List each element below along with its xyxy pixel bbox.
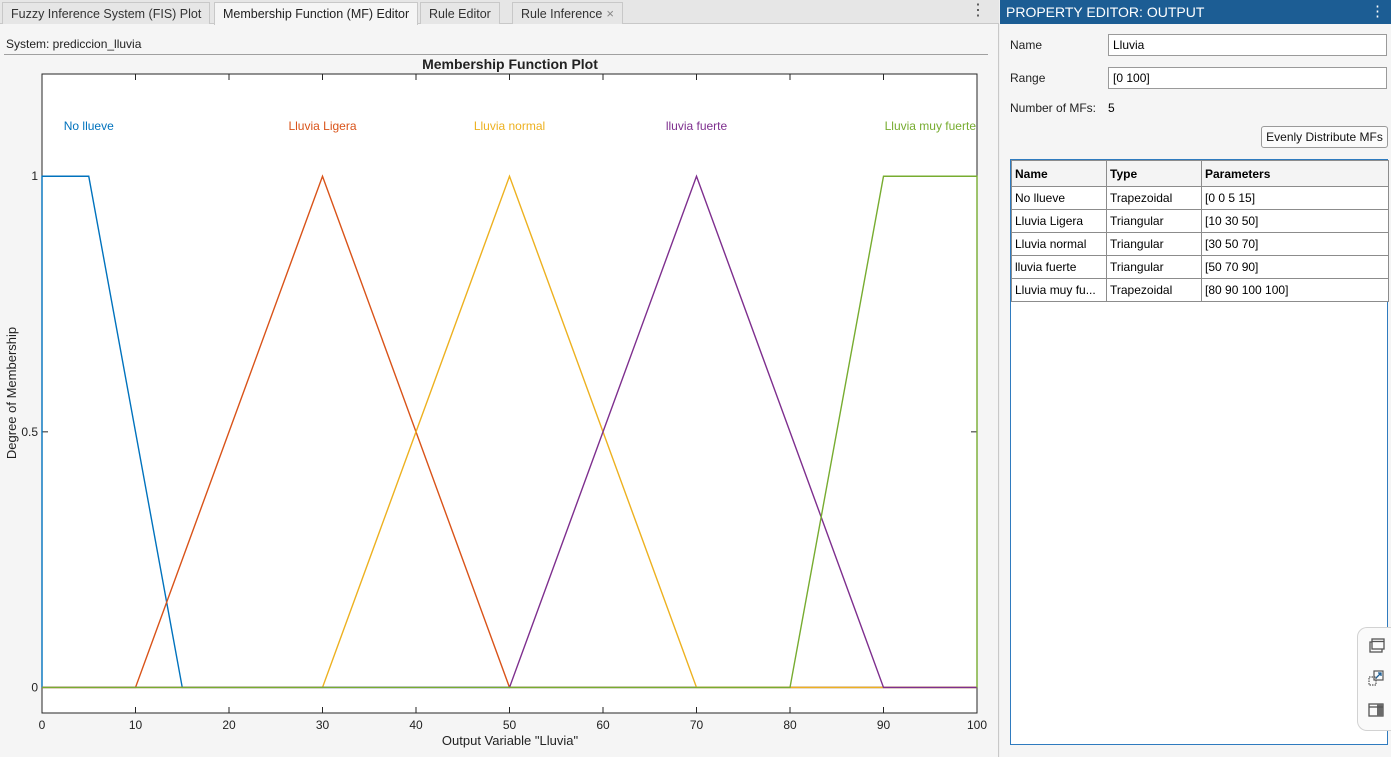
name-label: Name: [1010, 38, 1043, 52]
mf-label-4[interactable]: Lluvia muy fuerte: [885, 119, 977, 133]
cell-parameters[interactable]: [80 90 100 100]: [1201, 278, 1389, 302]
x-tick-label: 10: [129, 718, 143, 732]
evenly-distribute-mfs-button[interactable]: Evenly Distribute MFs: [1261, 126, 1388, 148]
property-editor-title: PROPERTY EDITOR: OUTPUT: [1006, 4, 1205, 20]
y-tick-label: 1: [31, 169, 38, 183]
y-axis-label: Degree of Membership: [4, 327, 19, 459]
y-tick-label: 0.5: [21, 425, 38, 439]
column-header-name[interactable]: Name: [1011, 160, 1107, 187]
cell-name[interactable]: lluvia fuerte: [1011, 255, 1107, 279]
mf-table[interactable]: Name Type Parameters No llueve Trapezoid…: [1010, 159, 1389, 745]
cell-type[interactable]: Trapezoidal: [1106, 278, 1202, 302]
table-row[interactable]: Lluvia Ligera Triangular [10 30 50]: [1011, 209, 1389, 233]
x-tick-label: 80: [783, 718, 797, 732]
cell-name[interactable]: Lluvia muy fu...: [1011, 278, 1107, 302]
cell-type[interactable]: Triangular: [1106, 232, 1202, 256]
range-label: Range: [1010, 71, 1046, 85]
cell-name[interactable]: No llueve: [1011, 186, 1107, 210]
tab-label: Fuzzy Inference System (FIS) Plot: [11, 7, 202, 21]
axes-box: [41, 73, 978, 714]
property-editor-header: PROPERTY EDITOR: OUTPUT ⋮: [1000, 0, 1391, 24]
series-labels: No llueve Lluvia Ligera Lluvia normal lluvi…: [64, 119, 977, 133]
mf-label-2[interactable]: Lluvia normal: [474, 119, 545, 133]
more-options-icon[interactable]: ⋮: [970, 2, 986, 19]
close-tab-icon[interactable]: ×: [606, 6, 614, 21]
x-tick-label: 100: [967, 718, 987, 732]
name-field[interactable]: [1108, 34, 1387, 56]
plot-canvas[interactable]: Membership Function Plot 0 10 20 30 40 50 60 70…: [0, 55, 999, 757]
cell-parameters[interactable]: [30 50 70]: [1201, 232, 1389, 256]
table-row[interactable]: No llueve Trapezoidal [0 0 5 15]: [1011, 186, 1389, 210]
undock-figure-icon[interactable]: [1367, 637, 1385, 655]
cell-parameters[interactable]: [10 30 50]: [1201, 209, 1389, 233]
tab-mf-editor[interactable]: Membership Function (MF) Editor: [214, 2, 419, 25]
cell-type[interactable]: Trapezoidal: [1106, 186, 1202, 210]
tab-fis-plot[interactable]: Fuzzy Inference System (FIS) Plot: [2, 2, 211, 24]
cell-parameters[interactable]: [0 0 5 15]: [1201, 186, 1389, 210]
tab-rule-editor[interactable]: Rule Editor: [420, 2, 500, 24]
x-tick-label: 70: [690, 718, 704, 732]
table-row[interactable]: lluvia fuerte Triangular [50 70 90]: [1011, 255, 1389, 279]
mf-label-1[interactable]: Lluvia Ligera: [288, 119, 356, 133]
x-tick-label: 60: [596, 718, 610, 732]
tab-bar: Fuzzy Inference System (FIS) Plot Member…: [0, 0, 999, 25]
x-tick-label: 30: [316, 718, 330, 732]
table-row[interactable]: Lluvia normal Triangular [30 50 70]: [1011, 232, 1389, 256]
number-of-mfs-value: 5: [1108, 101, 1115, 115]
axis-ticks: 0 10 20 30 40 50 60 70 80 90 100 0 0.5 1: [21, 74, 987, 732]
x-tick-label: 90: [877, 718, 891, 732]
series-lines: [41, 174, 978, 689]
panel-layout-icon[interactable]: [1367, 701, 1385, 719]
number-of-mfs-label: Number of MFs:: [1010, 101, 1097, 115]
x-tick-label: 50: [503, 718, 517, 732]
cell-name[interactable]: Lluvia normal: [1011, 232, 1107, 256]
property-editor-pane: PROPERTY EDITOR: OUTPUT ⋮ Name Range Num…: [1000, 0, 1391, 757]
tab-rule-inference[interactable]: Rule Inference ×: [512, 2, 623, 24]
cell-type[interactable]: Triangular: [1106, 255, 1202, 279]
divider: [4, 54, 988, 55]
tab-label: Rule Editor: [429, 7, 491, 21]
membership-function-plot[interactable]: Membership Function Plot 0 10 20 30 40 50 60 70…: [0, 55, 999, 757]
cell-parameters[interactable]: [50 70 90]: [1201, 255, 1389, 279]
more-options-icon[interactable]: ⋮: [1370, 3, 1385, 20]
mf-line-4[interactable]: [42, 175, 978, 689]
x-tick-label: 20: [222, 718, 236, 732]
x-tick-label: 40: [409, 718, 423, 732]
x-tick-label: 0: [39, 718, 46, 732]
x-axis-label: Output Variable "Lluvia": [442, 733, 579, 748]
range-field[interactable]: [1108, 67, 1387, 89]
column-header-type[interactable]: Type: [1106, 160, 1202, 187]
figure-toolbar: [1357, 627, 1391, 731]
export-plot-icon[interactable]: [1367, 669, 1385, 687]
plot-title: Membership Function Plot: [422, 56, 598, 72]
mf-label-3[interactable]: lluvia fuerte: [666, 119, 728, 133]
table-header-row: Name Type Parameters: [1011, 160, 1389, 187]
cell-type[interactable]: Triangular: [1106, 209, 1202, 233]
tab-label: Membership Function (MF) Editor: [223, 7, 410, 21]
system-name-label: System: prediccion_lluvia: [6, 37, 142, 51]
mf-editor-pane: Fuzzy Inference System (FIS) Plot Member…: [0, 0, 999, 757]
cell-name[interactable]: Lluvia Ligera: [1011, 209, 1107, 233]
tab-label: Rule Inference: [521, 7, 603, 21]
column-header-parameters[interactable]: Parameters: [1201, 160, 1389, 187]
table-row[interactable]: Lluvia muy fu... Trapezoidal [80 90 100 …: [1011, 278, 1389, 302]
mf-label-0[interactable]: No llueve: [64, 119, 114, 133]
y-tick-label: 0: [31, 680, 38, 694]
